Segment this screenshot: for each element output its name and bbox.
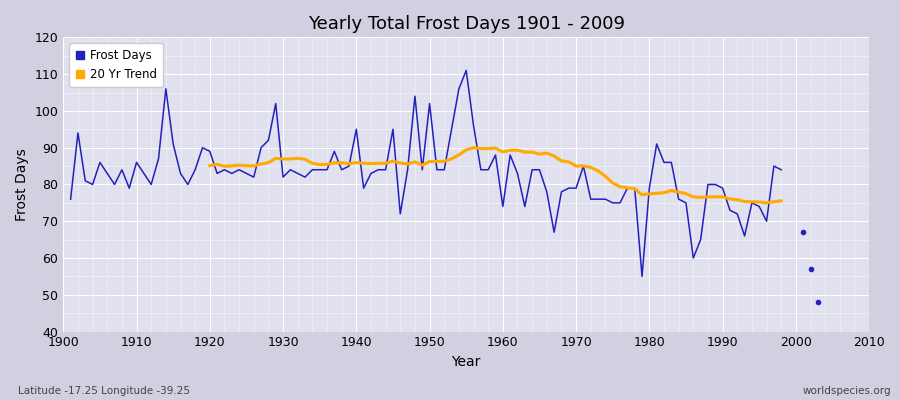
- Text: worldspecies.org: worldspecies.org: [803, 386, 891, 396]
- Text: Latitude -17.25 Longitude -39.25: Latitude -17.25 Longitude -39.25: [18, 386, 190, 396]
- Title: Yearly Total Frost Days 1901 - 2009: Yearly Total Frost Days 1901 - 2009: [308, 15, 625, 33]
- Legend: Frost Days, 20 Yr Trend: Frost Days, 20 Yr Trend: [69, 43, 163, 87]
- Y-axis label: Frost Days: Frost Days: [15, 148, 29, 221]
- X-axis label: Year: Year: [452, 355, 481, 369]
